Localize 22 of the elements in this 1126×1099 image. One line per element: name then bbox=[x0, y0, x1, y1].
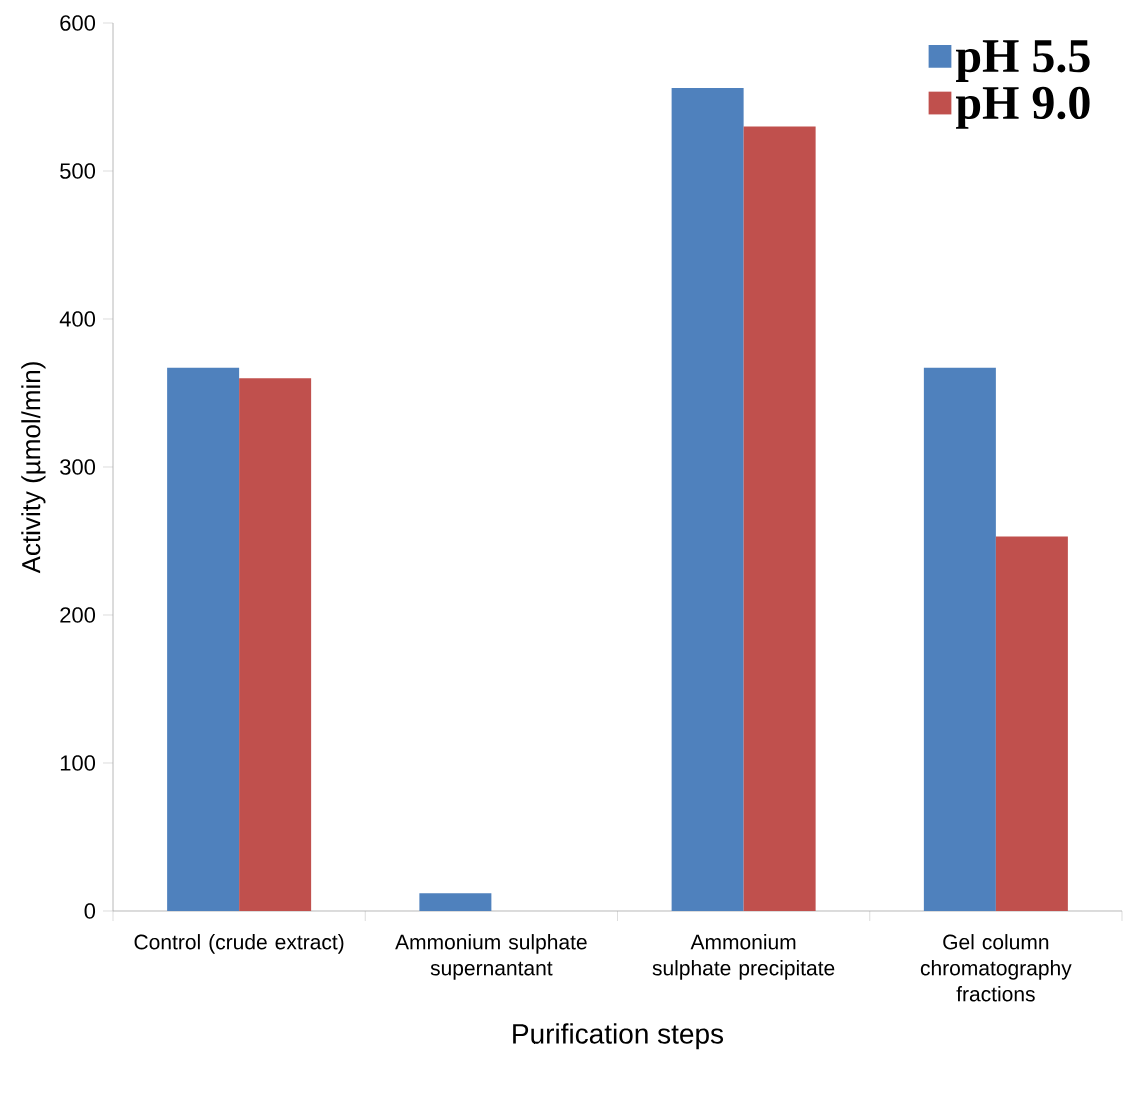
x-tick-label: Ammonium sulphate supernantant bbox=[395, 934, 587, 980]
bar bbox=[419, 893, 492, 911]
x-tick-label: Ammonium sulphate precipitate bbox=[652, 934, 835, 980]
y-tick-label: 200 bbox=[60, 607, 96, 623]
bar bbox=[167, 367, 240, 911]
bar bbox=[671, 88, 744, 911]
legend-label: pH 5.5 bbox=[955, 40, 1090, 82]
bar bbox=[743, 126, 816, 911]
x-tick-label: Gel column chromatography fractions bbox=[920, 934, 1072, 1002]
y-tick-label: 100 bbox=[60, 755, 96, 771]
y-tick-label: 600 bbox=[60, 15, 96, 31]
bar bbox=[239, 378, 312, 911]
legend-label: pH 9.0 bbox=[955, 86, 1090, 129]
y-axis-title: Activity (µmol/min) bbox=[21, 362, 46, 574]
x-tick-label: Control (crude extract) bbox=[134, 934, 344, 954]
y-tick-label: 500 bbox=[60, 163, 96, 179]
y-tick-label: 300 bbox=[60, 459, 96, 475]
y-tick-label: 0 bbox=[84, 903, 96, 919]
bar bbox=[923, 367, 996, 911]
x-axis-title: Purification steps bbox=[513, 1023, 724, 1050]
y-tick-label: 400 bbox=[59, 311, 96, 327]
bar bbox=[995, 536, 1068, 911]
